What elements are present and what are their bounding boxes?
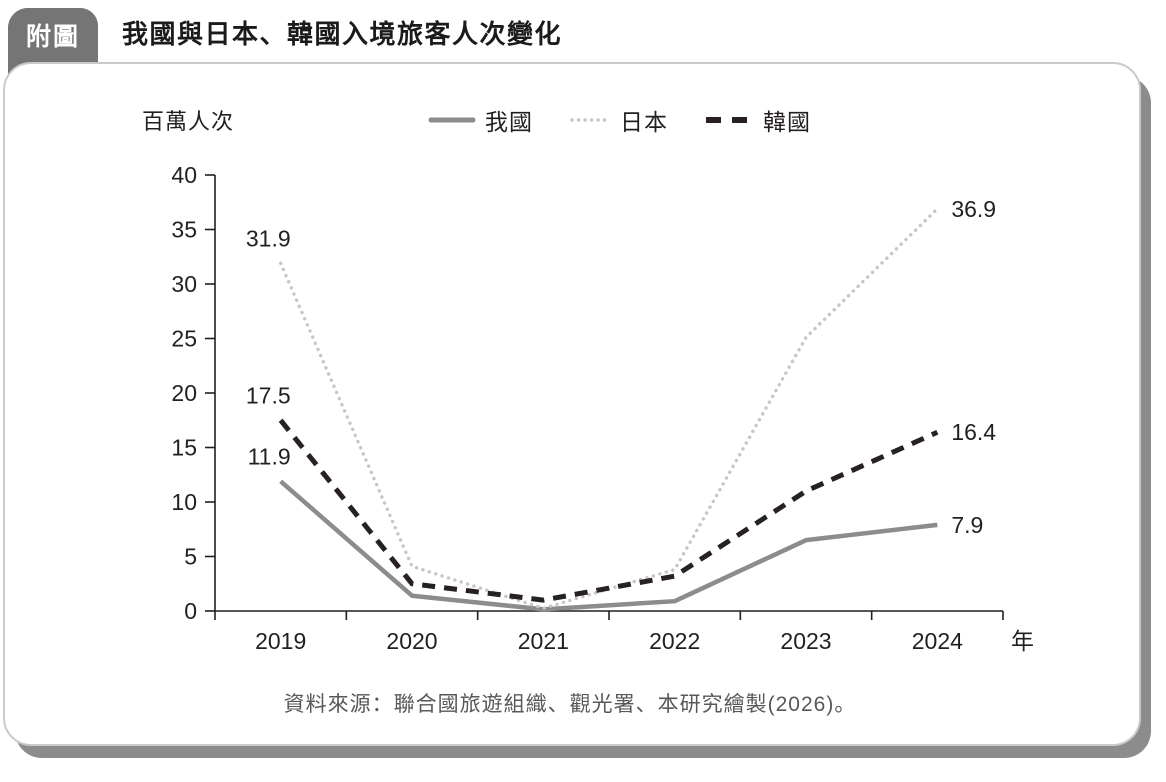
x-axis-tick-label: 2019 bbox=[255, 628, 306, 654]
data-label-first-0: 11.9 bbox=[248, 443, 291, 469]
legend-label-japan: 日本 bbox=[620, 109, 668, 135]
y-axis-tick-label: 5 bbox=[184, 544, 197, 570]
data-label-last-0: 7.9 bbox=[951, 512, 983, 538]
y-axis-tick-label: 0 bbox=[184, 598, 197, 624]
source-note: 資料來源：聯合國旅遊組織、觀光署、本研究繪製(2026)。 bbox=[283, 693, 857, 716]
series-line-1 bbox=[278, 207, 940, 610]
y-axis-tick-label: 10 bbox=[171, 489, 197, 515]
data-label-last-2: 16.4 bbox=[951, 419, 996, 445]
y-axis-tick-label: 30 bbox=[171, 271, 197, 297]
legend-dotted-line-icon bbox=[570, 118, 611, 122]
legend-item-japan: 日本 bbox=[569, 103, 668, 137]
y-axis-unit-label: 百萬人次 bbox=[142, 109, 235, 134]
series-line-2 bbox=[278, 418, 939, 603]
legend-solid-line-icon bbox=[428, 117, 476, 123]
data-label-last-1: 36.9 bbox=[951, 196, 996, 222]
series-line-0 bbox=[279, 479, 938, 612]
legend-label-korea: 韓國 bbox=[763, 109, 811, 135]
legend-item-taiwan: 我國 bbox=[428, 103, 533, 137]
data-label-first-2: 17.5 bbox=[246, 382, 291, 408]
x-axis-tick-label: 2022 bbox=[649, 628, 700, 654]
x-axis-unit-label: 年 bbox=[1011, 628, 1034, 654]
legend-dashed-line-icon bbox=[706, 117, 752, 123]
legend-item-korea: 韓國 bbox=[704, 103, 811, 137]
y-axis-tick-label: 40 bbox=[171, 162, 197, 188]
y-axis-tick-label: 15 bbox=[171, 435, 197, 461]
figure-title: 我國與日本、韓國入境旅客人次變化 bbox=[122, 19, 563, 49]
x-axis-tick-label: 2023 bbox=[780, 628, 831, 654]
x-axis-tick-label: 2020 bbox=[386, 628, 437, 654]
y-axis-tick-label: 20 bbox=[171, 380, 197, 406]
x-axis-tick-label: 2021 bbox=[518, 628, 569, 654]
chart-legend: 我國 日本 韓國 bbox=[428, 102, 811, 138]
data-label-first-1: 31.9 bbox=[246, 225, 291, 251]
y-axis-tick-label: 25 bbox=[171, 326, 197, 352]
x-axis-tick-label: 2024 bbox=[912, 628, 963, 654]
y-axis-tick-label: 35 bbox=[171, 217, 197, 243]
figure-card bbox=[3, 62, 1141, 746]
legend-label-taiwan: 我國 bbox=[485, 109, 533, 135]
figure-badge: 附圖 bbox=[8, 8, 98, 62]
figure-badge-label: 附圖 bbox=[25, 23, 80, 51]
